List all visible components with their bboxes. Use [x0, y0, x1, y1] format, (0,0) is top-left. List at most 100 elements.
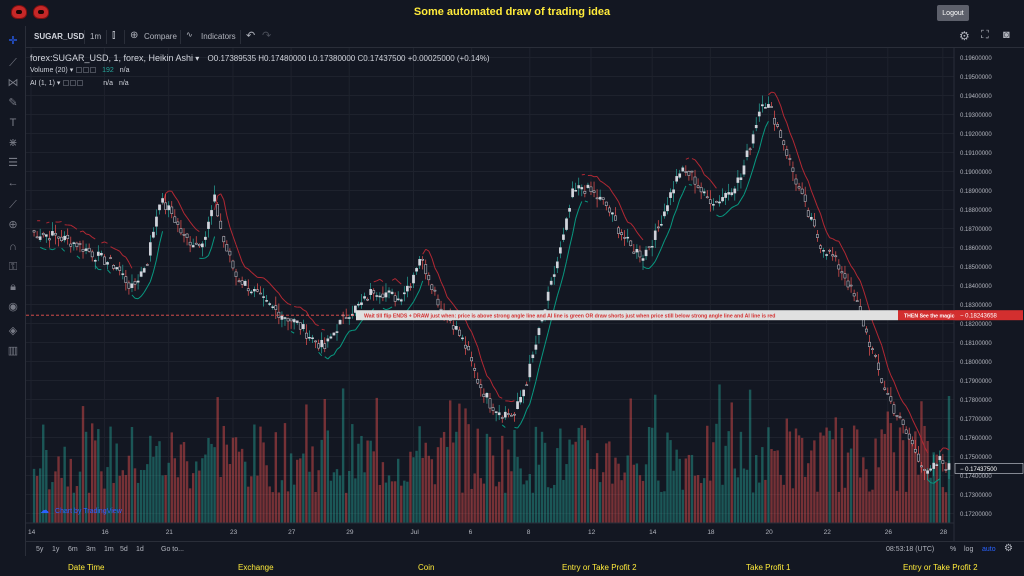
candle-body: [727, 192, 731, 195]
snapshot-icon[interactable]: ◙: [1003, 29, 1010, 41]
range-button-1m[interactable]: 1m: [104, 546, 114, 553]
trend-line-icon[interactable]: ⟋: [9, 57, 17, 69]
chevron-down-icon[interactable]: ▾: [56, 80, 61, 87]
candle-body: [641, 258, 645, 261]
lock-drawing-icon[interactable]: ⚿: [8, 261, 18, 273]
ai-line-segment: [829, 237, 833, 240]
candle-body: [598, 196, 602, 200]
ai-line-segment: [131, 294, 136, 299]
price-axis[interactable]: [954, 48, 1024, 541]
series-title[interactable]: forex:SUGAR_USD, 1, forex, Heikin Ashi: [30, 53, 194, 63]
range-button-5y[interactable]: 5y: [36, 546, 44, 553]
eye-icon[interactable]: ◉: [8, 301, 18, 313]
magnet-icon[interactable]: ∩: [9, 241, 17, 253]
symbol-search[interactable]: SUGAR_USD: [34, 32, 85, 41]
trash-icon[interactable]: ▥: [7, 345, 19, 357]
price-chart[interactable]: 14 16 21 23 27 29 Jul 6 8 12 14 18 20 22 26 28 0.196000…: [26, 48, 1024, 541]
ai-line-segment: [887, 367, 892, 376]
close-icon[interactable]: [77, 80, 84, 87]
lock-icon[interactable]: 🔒︎: [10, 281, 16, 293]
ai-line-segment: [936, 478, 941, 482]
range-button-5d[interactable]: 5d: [120, 546, 128, 553]
volume-legend-label[interactable]: Volume (20): [30, 67, 68, 74]
prediction-icon[interactable]: ☰: [8, 157, 18, 169]
annotation-price-label: − 0.18243658: [960, 314, 998, 320]
ai-line-segment: [226, 215, 231, 228]
tradingview-brand[interactable]: ☁ Chart by TradingView: [40, 505, 122, 516]
volume-bar: [797, 435, 801, 523]
chart-type-icon[interactable]: ⫾: [112, 29, 116, 41]
ruler-icon[interactable]: ⟋: [9, 199, 17, 211]
price-tick-label: 0.18600000: [960, 246, 992, 252]
ai-line-segment: [908, 411, 913, 420]
auto-button[interactable]: auto: [982, 546, 996, 553]
candle-body: [164, 202, 167, 210]
candle-body: [932, 462, 936, 469]
candle-body: [121, 273, 125, 275]
candle-body: [696, 185, 700, 188]
logout-button[interactable]: Logout: [937, 5, 969, 21]
ai-line-segment: [76, 255, 81, 259]
chevron-down-icon[interactable]: ▾: [69, 67, 74, 74]
crosshair-icon[interactable]: ✛: [8, 35, 18, 47]
range-button-6m[interactable]: 6m: [68, 546, 78, 553]
ai-legend-label[interactable]: AI (1, 1): [30, 80, 55, 87]
candle-body: [256, 289, 259, 292]
time-tick-label: 20: [765, 529, 773, 536]
pattern-icon[interactable]: ⋇: [8, 137, 18, 149]
settings-icon[interactable]: [70, 80, 77, 87]
chevron-down-icon[interactable]: ▾: [195, 54, 200, 63]
gear-icon[interactable]: ⚙: [1004, 543, 1013, 554]
volume-bar: [510, 471, 513, 523]
candle-body: [907, 433, 911, 440]
volume-bar: [335, 469, 339, 523]
range-button-3m[interactable]: 3m: [86, 546, 96, 553]
fib-icon[interactable]: ⋈: [7, 77, 19, 89]
volume-bar: [730, 402, 733, 523]
ai-line-segment: [651, 261, 656, 266]
interval-button[interactable]: 1m: [90, 32, 102, 41]
volume-bar: [97, 429, 100, 523]
ai-line-segment: [569, 233, 574, 248]
visibility-icon[interactable]: [76, 67, 83, 74]
time-tick-label: 14: [28, 529, 36, 536]
ai-line-segment: [305, 311, 310, 318]
goto-button[interactable]: Go to...: [161, 546, 184, 553]
text-icon[interactable]: T: [9, 117, 17, 129]
visibility-icon[interactable]: [63, 80, 70, 87]
percent-button[interactable]: %: [950, 546, 957, 553]
volume-bar: [54, 471, 57, 523]
annotation-box[interactable]: [356, 310, 898, 321]
brush-icon[interactable]: ✎: [8, 97, 18, 109]
volume-bar: [155, 445, 158, 523]
undo-icon[interactable]: ↶: [246, 30, 256, 42]
close-icon[interactable]: [90, 67, 97, 74]
ai-line-segment: [890, 375, 895, 382]
zoom-in-icon[interactable]: ⊕: [8, 219, 18, 231]
magic-label-box[interactable]: [898, 310, 974, 321]
volume-bar: [146, 464, 149, 523]
range-button-1d[interactable]: 1d: [136, 546, 144, 553]
ai-line-segment: [746, 177, 751, 188]
log-button[interactable]: log: [964, 546, 974, 553]
settings-icon[interactable]: ⚙: [959, 29, 970, 43]
redo-icon[interactable]: ↷: [262, 30, 272, 42]
indicators-button[interactable]: Indicators: [201, 32, 236, 41]
fullscreen-icon[interactable]: ⛶: [981, 29, 989, 41]
ai-line-segment: [801, 167, 806, 176]
compare-button[interactable]: Compare: [144, 32, 177, 41]
range-button-1y[interactable]: 1y: [52, 546, 60, 553]
layers-icon[interactable]: ◈: [8, 325, 18, 337]
settings-icon[interactable]: [83, 67, 90, 74]
candle-body: [222, 236, 226, 243]
volume-bar: [464, 408, 467, 523]
volume-bar: [880, 429, 883, 523]
compare-icon[interactable]: ⊕: [130, 30, 139, 41]
candle-body: [525, 384, 529, 386]
volume-value: 192: [102, 67, 114, 74]
candle-body: [699, 187, 703, 193]
indicators-icon[interactable]: ∿: [186, 30, 193, 39]
candle-body: [228, 250, 232, 256]
back-arrow-icon[interactable]: ←: [7, 177, 19, 189]
volume-bar: [898, 427, 902, 523]
